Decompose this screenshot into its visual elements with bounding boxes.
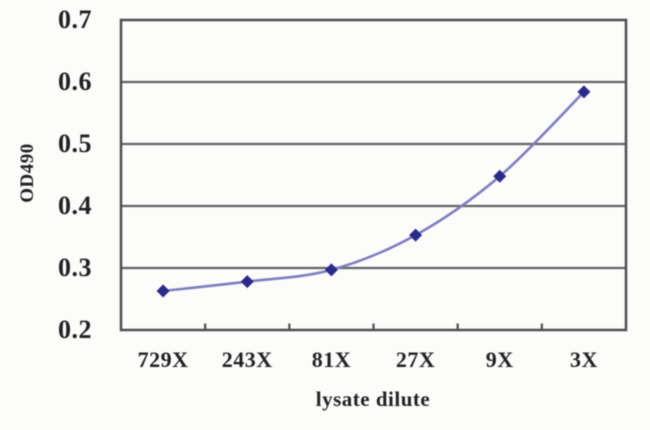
- data-point-marker-243X: [240, 275, 254, 289]
- x-tick-label: 243X: [221, 347, 273, 372]
- y-tick-label: 0.3: [58, 253, 92, 282]
- y-axis-title: OD490: [17, 143, 38, 203]
- x-tick-label: 9X: [485, 347, 514, 372]
- data-series-line: [161, 90, 586, 293]
- data-point-marker-81X: [324, 263, 338, 277]
- data-point-marker-729X: [156, 284, 170, 298]
- x-tick-label: 3X: [569, 347, 598, 372]
- y-tick-label: 0.7: [58, 5, 92, 34]
- data-point-marker-9X: [493, 169, 507, 183]
- y-axis-tick-labels: 0.2 0.3 0.4 0.5 0.6 0.7: [0, 0, 92, 430]
- x-axis-title: lysate dilute: [315, 387, 431, 411]
- plot-border: [119, 18, 628, 332]
- y-tick-label: 0.6: [58, 67, 92, 96]
- y-tick-label: 0.4: [58, 191, 92, 220]
- x-tick-label: 729X: [137, 347, 189, 372]
- x-tick-label: 27X: [395, 347, 436, 372]
- x-tick-label: 81X: [311, 347, 352, 372]
- y-tick-label: 0.2: [58, 315, 92, 344]
- data-point-marker-27X: [409, 228, 423, 242]
- y-tick-label: 0.5: [58, 129, 92, 158]
